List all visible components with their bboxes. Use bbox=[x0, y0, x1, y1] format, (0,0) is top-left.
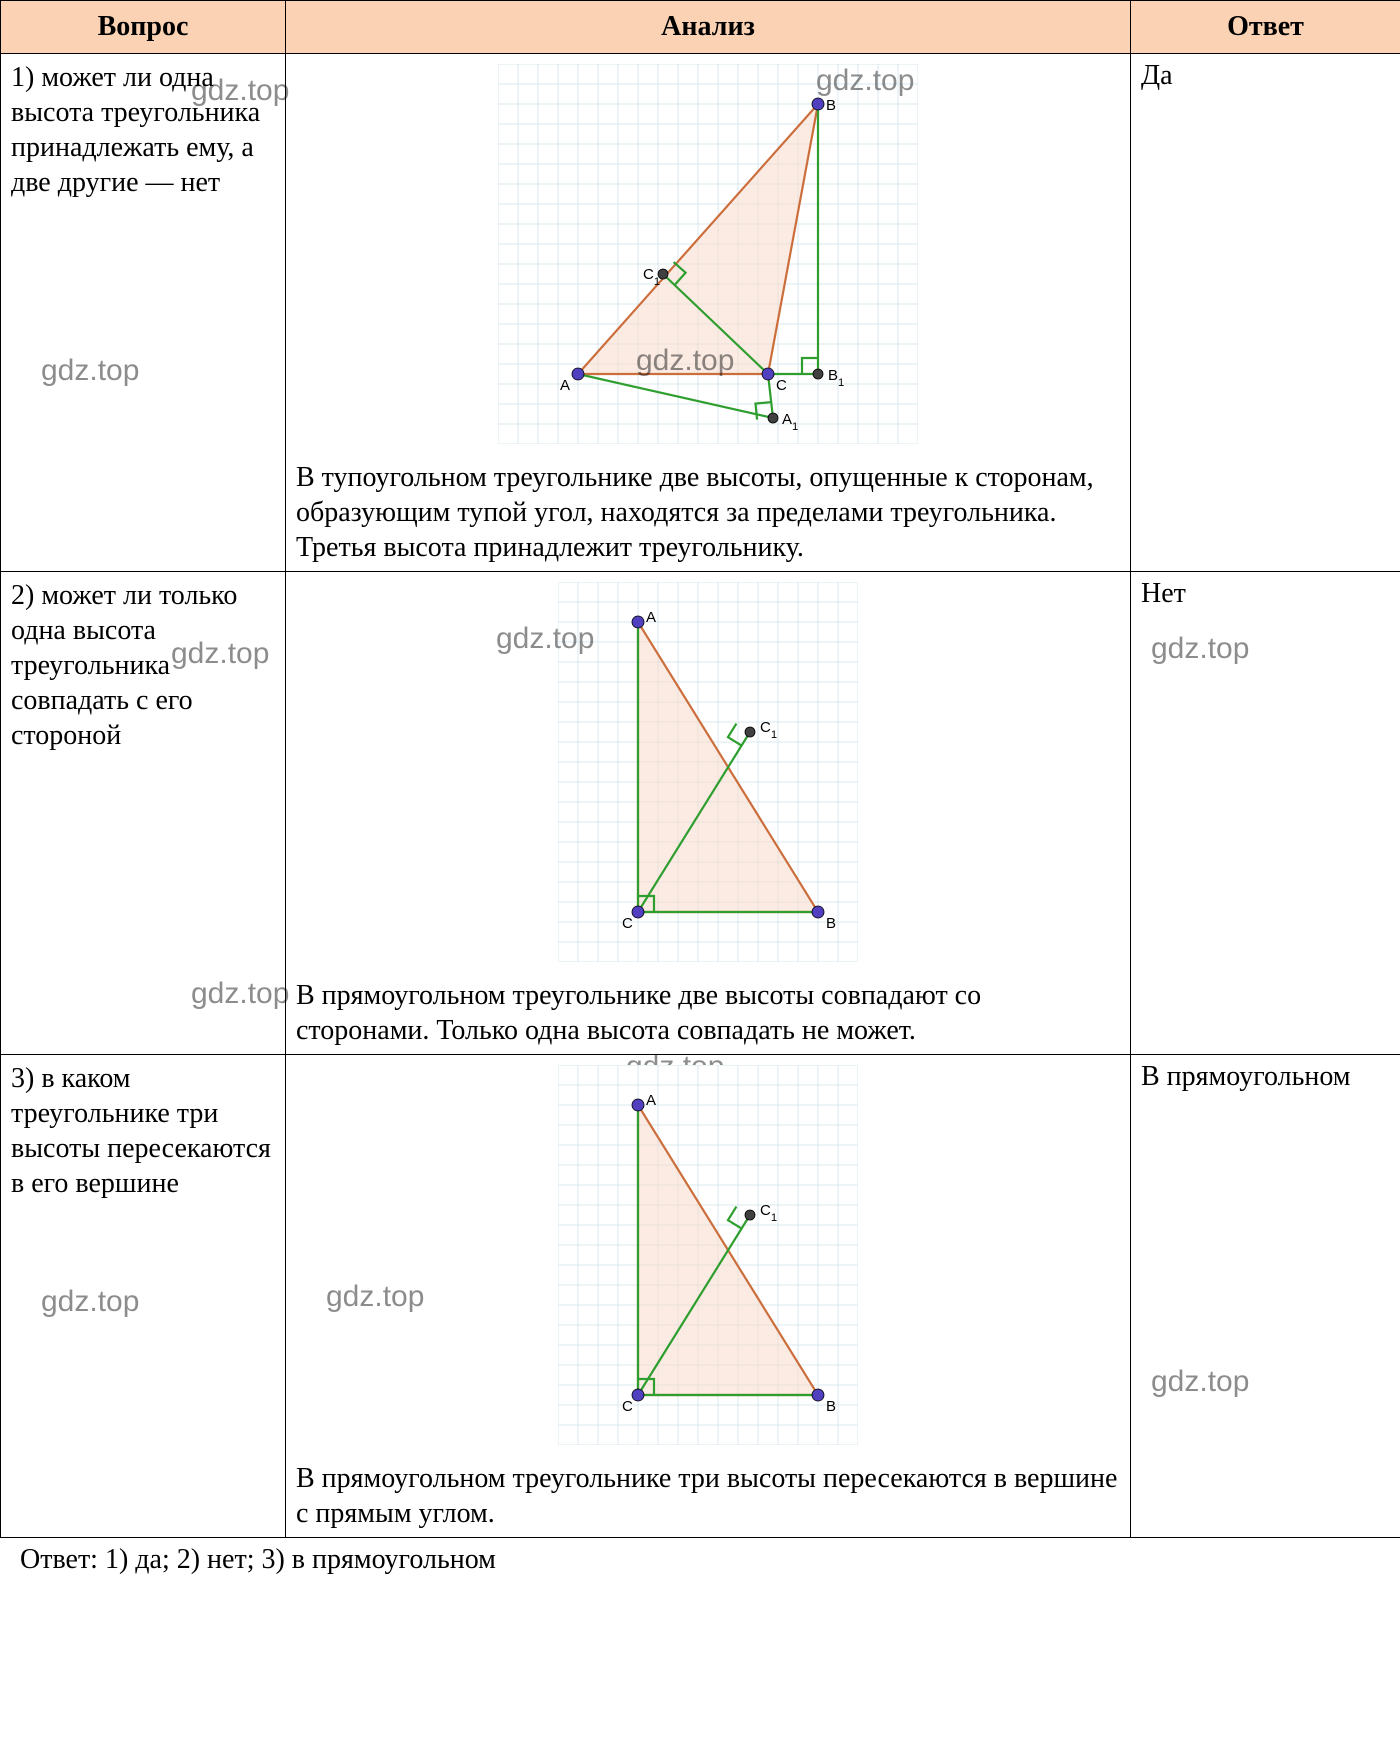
svg-text:A: A bbox=[560, 377, 570, 394]
table-row: 1) может ли одна высота треугольника при… bbox=[1, 54, 1400, 572]
analysis-text: В прямоугольном треугольнике три высоты … bbox=[296, 1455, 1120, 1531]
col-header-answer: Ответ bbox=[1131, 1, 1400, 54]
analysis-text: В прямоугольном треугольнике две высоты … bbox=[296, 972, 1120, 1048]
svg-text:B: B bbox=[826, 915, 836, 932]
svg-text:A: A bbox=[646, 1092, 656, 1109]
watermark: gdz.top bbox=[41, 1285, 139, 1319]
svg-text:C: C bbox=[622, 915, 633, 932]
analysis-text: В тупоугольном треугольнике две высоты, … bbox=[296, 454, 1120, 565]
svg-text:C: C bbox=[622, 1398, 633, 1415]
watermark: gdz.top bbox=[1151, 1365, 1249, 1399]
table-row: 3) в каком треугольнике три высоты перес… bbox=[1, 1055, 1400, 1538]
question-text: 2) может ли только одна высота треугольн… bbox=[11, 578, 275, 753]
table-row: 2) может ли только одна высота треугольн… bbox=[1, 572, 1400, 1055]
answer-text: В прямоугольном bbox=[1141, 1061, 1390, 1093]
svg-text:C: C bbox=[776, 377, 787, 394]
col-header-analysis: Анализ bbox=[286, 1, 1131, 54]
svg-text:B: B bbox=[826, 1398, 836, 1415]
svg-text:B: B bbox=[826, 97, 836, 114]
svg-text:A: A bbox=[646, 609, 656, 626]
summary-answer: Ответ: 1) да; 2) нет; 3) в прямоугольном bbox=[0, 1538, 1400, 1586]
question-text: 1) может ли одна высота треугольника при… bbox=[11, 60, 275, 200]
diagram-obtuse-triangle: ABCB1A1C1 bbox=[498, 64, 918, 444]
watermark: gdz.top bbox=[1151, 632, 1249, 666]
question-text: 3) в каком треугольнике три высоты перес… bbox=[11, 1061, 275, 1201]
diagram-right-triangle-2: ABCC1 bbox=[558, 1065, 858, 1445]
watermark: gdz.top bbox=[41, 354, 139, 388]
answer-text: Да bbox=[1141, 60, 1390, 92]
watermark: gdz.top bbox=[191, 977, 289, 1011]
main-table: Вопрос Анализ Ответ 1) может ли одна выс… bbox=[0, 0, 1400, 1538]
diagram-right-triangle-1: ABCC1 bbox=[558, 582, 858, 962]
svg-text:A1: A1 bbox=[782, 411, 798, 433]
col-header-question: Вопрос bbox=[1, 1, 286, 54]
svg-text:B1: B1 bbox=[828, 367, 844, 389]
answer-text: Нет bbox=[1141, 578, 1390, 610]
